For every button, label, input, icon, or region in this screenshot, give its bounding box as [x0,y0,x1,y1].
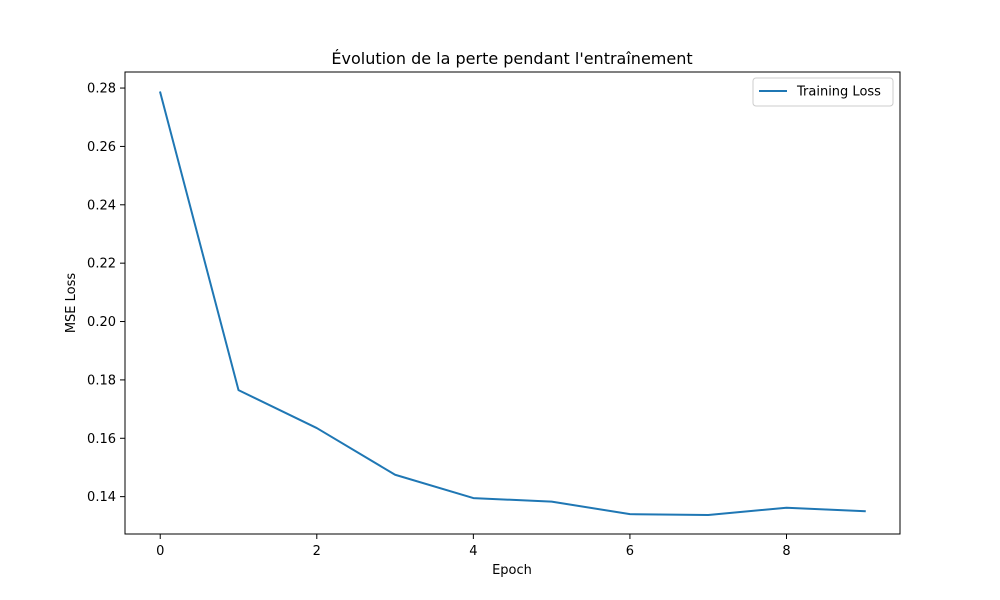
y-axis: 0.14 0.16 0.18 0.20 0.22 0.24 0.26 0.28 [87,82,125,505]
series-line-training-loss [159,91,866,517]
x-tick-label: 8 [782,544,790,559]
y-tick-label: 0.22 [87,257,116,272]
y-tick-label: 0.14 [87,490,116,505]
series-layer [159,91,866,517]
y-tick-label: 0.16 [87,432,116,447]
x-tick-label: 0 [156,544,164,559]
plot-area [124,71,901,535]
chart-title: Évolution de la perte pendant l'entraîne… [331,49,692,68]
x-axis: 0 2 4 6 8 [156,534,791,559]
x-axis-label: Epoch [492,563,532,578]
legend-box [752,77,894,107]
y-axis-label: MSE Loss [64,273,79,334]
y-tick-label: 0.18 [87,373,116,388]
y-tick-label: 0.28 [87,82,116,97]
y-tick-label: 0.20 [87,315,116,330]
y-tick-label: 0.24 [87,198,116,213]
x-tick-label: 4 [469,544,477,559]
x-tick-label: 2 [313,544,321,559]
legend: Training Loss [752,77,894,107]
x-tick-label: 6 [626,544,634,559]
legend-label: Training Loss [796,85,881,100]
y-tick-label: 0.26 [87,140,116,155]
